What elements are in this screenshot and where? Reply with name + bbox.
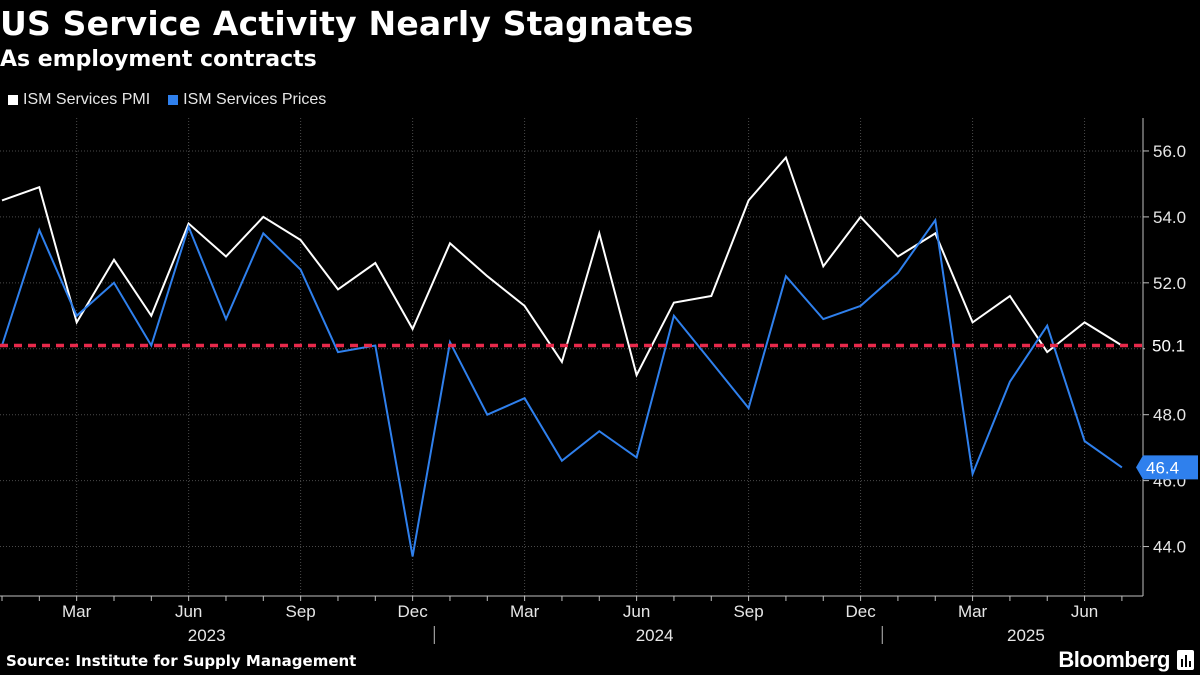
legend-item-prices: ISM Services Prices	[168, 91, 326, 109]
y-tick-label-5: 54.0	[1153, 208, 1186, 227]
last-value-label-pmi: 50.1	[1152, 336, 1185, 355]
last-value-label-prices: 46.4	[1146, 458, 1179, 477]
x-tick-label-4: Mar	[510, 602, 540, 621]
x-tick-label-0: Mar	[62, 602, 92, 621]
x-tick-label-3: Dec	[398, 602, 429, 621]
series-line-pmi	[1, 155, 1123, 378]
series-line-prices	[1, 217, 1123, 557]
x-tick-label-7: Dec	[845, 602, 876, 621]
legend-swatch-pmi	[8, 95, 18, 105]
x-tick-label-6: Sep	[733, 602, 763, 621]
legend-label-pmi: ISM Services PMI	[23, 91, 151, 108]
last-value-bg-prices	[1136, 455, 1198, 480]
source-note: Source: Institute for Supply Management	[6, 652, 357, 670]
year-label-1: 2024	[636, 626, 674, 645]
legend-label-prices: ISM Services Prices	[183, 91, 327, 108]
legend-swatch-prices	[168, 95, 179, 105]
y-tick-label-4: 52.0	[1153, 274, 1186, 293]
y-tick-label-0: 44.0	[1153, 538, 1186, 557]
x-tick-label-8: Mar	[958, 602, 988, 621]
chart-subtitle: As employment contracts	[0, 47, 317, 72]
y-tick-label-2: 48.0	[1153, 406, 1186, 425]
last-value-bg-pmi	[1145, 333, 1200, 358]
brand-logo-text: Bloomberg	[1058, 647, 1170, 672]
x-tick-label-2: Sep	[286, 602, 316, 621]
chart-title: US Service Activity Nearly Stagnates	[0, 4, 694, 43]
year-label-0: 2023	[188, 626, 226, 645]
x-tick-label-1: Jun	[175, 602, 202, 621]
year-label-2: 2025	[1007, 626, 1045, 645]
x-tick-label-5: Jun	[623, 602, 650, 621]
x-tick-label-9: Jun	[1071, 602, 1098, 621]
brand-badge-icon	[1177, 650, 1194, 670]
y-tick-label-6: 56.0	[1153, 142, 1186, 161]
legend: ISM Services PMI ISM Services Prices	[8, 91, 326, 109]
legend-item-pmi: ISM Services PMI	[8, 91, 150, 109]
